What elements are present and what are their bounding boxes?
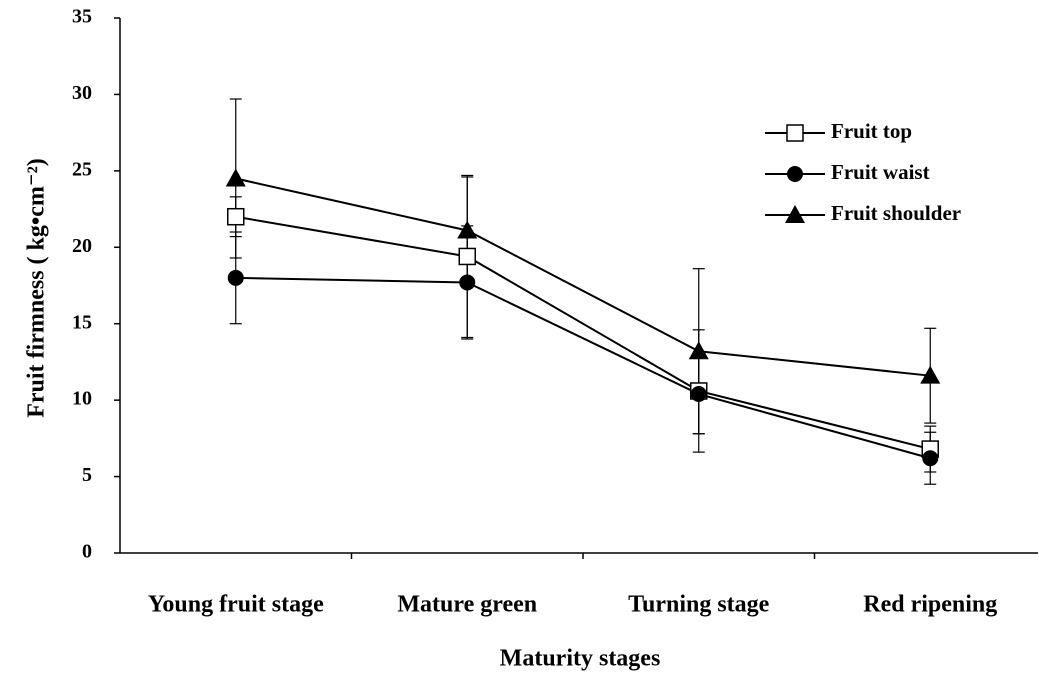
series-line [235, 215, 931, 451]
x-tick-label: Turning stage [628, 592, 770, 618]
y-tick-label: 0 [82, 541, 92, 563]
y-tick-label: 20 [72, 235, 92, 257]
y-axis-label: Fruit firmness ( kg•cm⁻²) [24, 158, 50, 418]
legend: Fruit top Fruit waist Fruit shoulder [765, 119, 961, 225]
marker [459, 274, 476, 291]
series-line [235, 276, 931, 460]
marker [786, 124, 804, 142]
x-tick-label: Red ripening [863, 592, 997, 618]
marker [690, 386, 707, 403]
x-tick-label: Mature green [397, 592, 537, 618]
marker [922, 450, 939, 467]
x-tick-label: Young fruit stage [148, 592, 324, 618]
y-tick-label: 25 [72, 158, 92, 180]
x-axis-label: Maturity stages [500, 646, 661, 672]
marker [688, 341, 709, 360]
y-tick-label: 15 [72, 311, 92, 333]
series-line [235, 177, 931, 377]
y-tick-label: 35 [72, 6, 92, 28]
marker [225, 168, 246, 187]
y-tick-label: 30 [72, 82, 92, 104]
legend-label: Fruit waist [831, 160, 930, 184]
marker [920, 365, 941, 384]
marker [458, 247, 476, 266]
marker [227, 207, 245, 226]
marker [457, 220, 478, 239]
marker [787, 166, 803, 182]
y-tick-label: 5 [82, 464, 92, 486]
legend-label: Fruit shoulder [831, 201, 961, 225]
marker [785, 205, 805, 223]
marker [227, 269, 244, 286]
legend-label: Fruit top [831, 119, 912, 143]
y-tick-label: 10 [72, 388, 92, 410]
